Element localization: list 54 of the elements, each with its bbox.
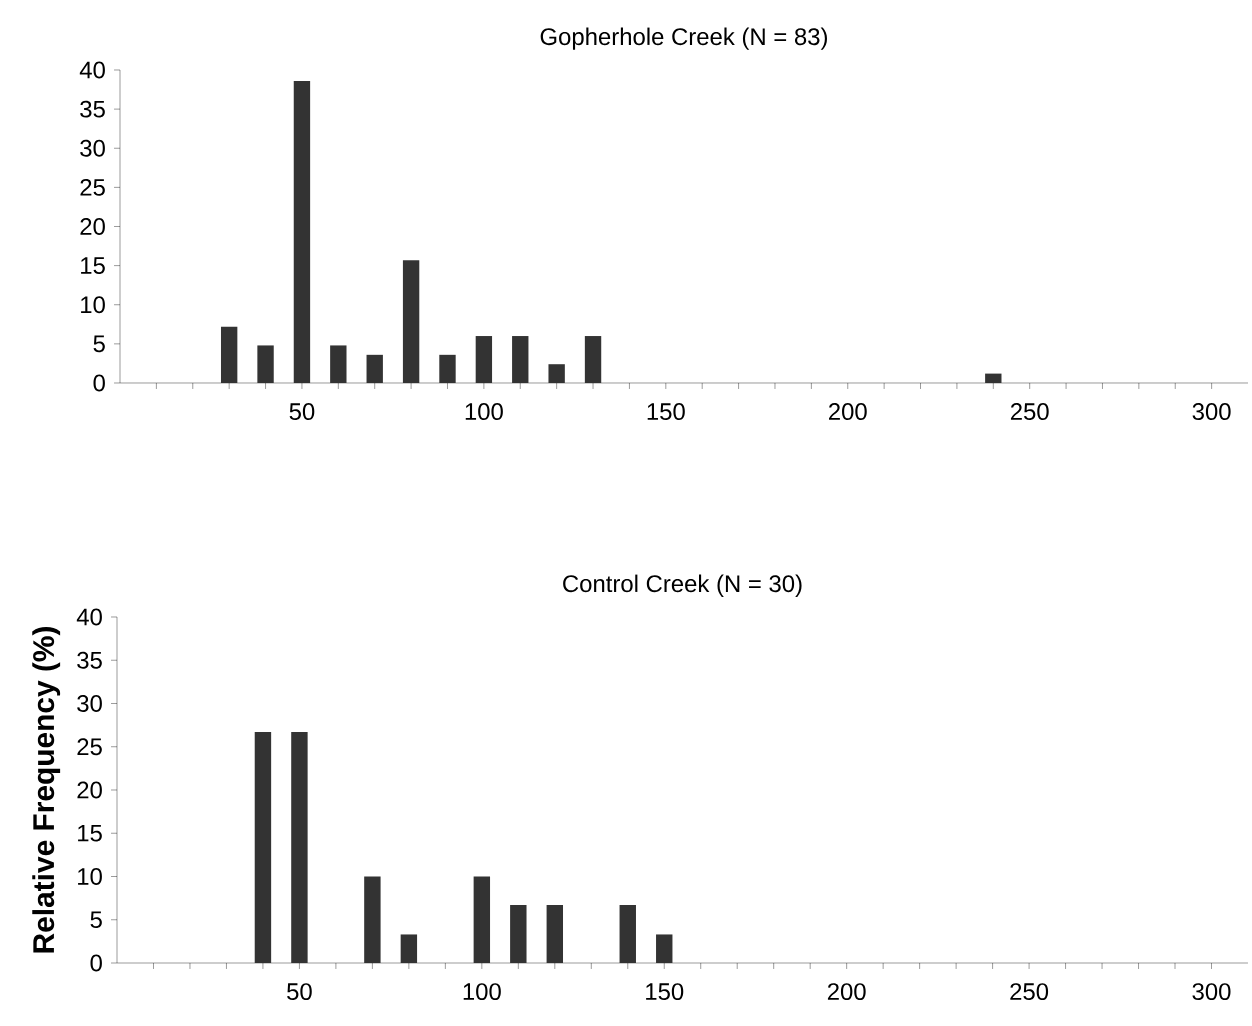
y-tick-label: 40 — [76, 608, 102, 626]
y-tick-label: 10 — [81, 296, 105, 314]
bar — [257, 345, 274, 383]
y-tick-label: 10 — [78, 868, 102, 885]
y-tick-label: 35 — [77, 651, 102, 669]
bar — [546, 905, 564, 963]
y-tick-label: 15 — [78, 824, 102, 842]
y-tick-label: 15 — [81, 257, 105, 274]
x-tick-label: 250 — [1010, 983, 1049, 1001]
y-axis-title: Relative Frequency (%) — [32, 627, 61, 953]
bar — [402, 260, 420, 383]
x-tick-label: 300 — [1192, 403, 1231, 421]
y-tick-label: 20 — [77, 781, 102, 799]
y-tick-label: 5 — [90, 911, 102, 929]
bar — [400, 934, 418, 963]
y-tick-label: 0 — [90, 954, 102, 972]
chart-title: Control Creek (N = 30) — [563, 574, 802, 597]
y-tick-label: 25 — [80, 178, 105, 196]
x-tick-label: 50 — [289, 403, 315, 421]
x-tick-label: 200 — [829, 403, 867, 421]
bar — [366, 354, 383, 383]
bar — [512, 336, 529, 383]
y-tick-label: 30 — [77, 695, 102, 712]
y-tick-label: 25 — [77, 738, 102, 756]
x-tick-label: 150 — [646, 983, 684, 1001]
x-tick-label: 300 — [1192, 983, 1231, 1001]
bar — [473, 876, 491, 963]
x-tick-label: 100 — [463, 983, 501, 1001]
bar — [439, 354, 456, 383]
bar — [330, 345, 347, 383]
x-tick-label: 200 — [827, 983, 866, 1001]
bar — [220, 326, 238, 383]
bar — [510, 905, 527, 963]
bar — [656, 934, 673, 963]
bar — [619, 905, 636, 963]
bar — [364, 876, 381, 963]
bar — [548, 364, 565, 383]
bar — [254, 732, 272, 963]
y-tick-label: 35 — [80, 100, 105, 118]
y-tick-label: 5 — [93, 335, 105, 353]
bar — [584, 336, 602, 383]
x-tick-label: 150 — [647, 403, 685, 421]
bar — [475, 336, 493, 383]
y-tick-label: 40 — [79, 61, 105, 79]
x-tick-label: 250 — [1010, 403, 1049, 421]
y-tick-label: 20 — [80, 218, 105, 235]
y-tick-label: 0 — [93, 374, 105, 392]
x-tick-label: 50 — [287, 983, 312, 1001]
y-tick-label: 30 — [80, 139, 105, 157]
bar — [293, 80, 311, 383]
chart-title: Gopherhole Creek (N = 83) — [540, 27, 827, 50]
bar — [985, 373, 1002, 383]
bar — [291, 732, 308, 963]
x-tick-label: 100 — [465, 403, 503, 421]
